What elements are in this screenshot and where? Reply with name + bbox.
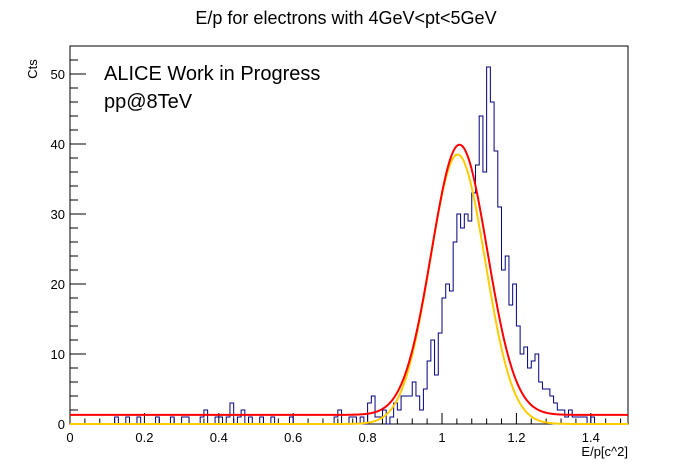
x-tick-label: 0.2 bbox=[135, 430, 153, 445]
histogram-outline bbox=[70, 66, 628, 425]
annotation-pp-8tev: pp@8TeV bbox=[104, 91, 193, 113]
y-tick-label: 20 bbox=[51, 277, 65, 292]
x-tick-label: 1 bbox=[438, 430, 445, 445]
y-tick-label: 50 bbox=[51, 67, 65, 82]
y-tick-label: 30 bbox=[51, 207, 65, 222]
histogram bbox=[70, 66, 628, 425]
x-tick-label: 0 bbox=[66, 430, 73, 445]
y-tick-label: 10 bbox=[51, 347, 65, 362]
x-axis-label: E/p[c^2] bbox=[581, 444, 628, 459]
fit-curves bbox=[70, 143, 628, 425]
x-tick-label: 1.2 bbox=[507, 430, 525, 445]
y-tick-label: 40 bbox=[51, 137, 65, 152]
annotation-alice: ALICE Work in Progress bbox=[104, 63, 320, 85]
x-tick-label: 0.8 bbox=[359, 430, 377, 445]
chart-title: E/p for electrons with 4GeV<pt<5GeV bbox=[195, 8, 496, 28]
x-tick-label: 0.4 bbox=[210, 430, 228, 445]
x-tick-label: 0.6 bbox=[284, 430, 302, 445]
fit-curve-total bbox=[70, 143, 628, 416]
y-axis-label: Cts bbox=[25, 59, 40, 79]
x-tick-label: 1.4 bbox=[582, 430, 600, 445]
y-tick-label: 0 bbox=[58, 417, 65, 432]
fit-curve-signal bbox=[70, 153, 628, 425]
